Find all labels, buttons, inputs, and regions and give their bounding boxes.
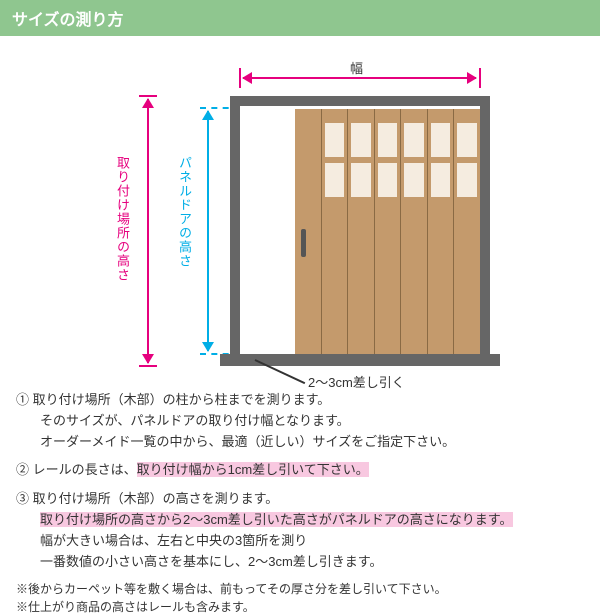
header-title: サイズの測り方 — [12, 12, 124, 29]
mount-height-label: 取り付け場所の高さ — [113, 156, 132, 282]
measurement-diagram: 幅 取り付け場所の高さ パネルドアの高さ 2～3cm差し引く — [0, 36, 600, 386]
width-arrow — [243, 77, 476, 79]
door-handle-icon — [301, 229, 306, 257]
step-text: 幅が大きい場合は、左右と中央の3箇所を測り — [16, 531, 584, 552]
door-slat — [295, 109, 321, 354]
panel-door — [295, 109, 480, 354]
width-tick-right — [479, 68, 481, 88]
step-2: ② レールの長さは、取り付け幅から1cm差し引いて下さい。 — [16, 460, 584, 481]
width-tick-left — [239, 68, 241, 88]
footnote: ※後からカーペット等を敷く場合は、前もってその厚さ分を差し引いて下さい。 — [16, 580, 584, 598]
step-text: ② レールの長さは、 — [16, 462, 137, 477]
panel-height-label: パネルドアの高さ — [175, 156, 194, 268]
footnotes: ※後からカーペット等を敷く場合は、前もってその厚さ分を差し引いて下さい。 ※仕上… — [0, 580, 600, 616]
step-highlight: 取り付け幅から1cm差し引いて下さい。 — [137, 462, 369, 477]
mount-height-arrow — [147, 99, 149, 363]
section-header: サイズの測り方 — [0, 0, 600, 36]
mh-tick-bot — [139, 365, 157, 367]
step-text: 一番数値の小さい高さを基本にし、2～3cm差し引きます。 — [16, 552, 584, 573]
step-highlight: 取り付け場所の高さから2～3cm差し引いた高さがパネルドアの高さになります。 — [40, 512, 513, 527]
door-slat — [453, 109, 480, 354]
step-text: ③ 取り付け場所（木部）の高さを測ります。 — [16, 489, 584, 510]
step-1: ① 取り付け場所（木部）の柱から柱までを測ります。 そのサイズが、パネルドアの取… — [16, 390, 584, 452]
door-slat — [374, 109, 401, 354]
width-label: 幅 — [350, 58, 363, 77]
mh-tick-top — [139, 95, 157, 97]
footnote: ※仕上がり商品の高さはレールも含みます。 — [16, 598, 584, 616]
instructions-block: ① 取り付け場所（木部）の柱から柱までを測ります。 そのサイズが、パネルドアの取… — [0, 386, 600, 572]
door-slat — [400, 109, 427, 354]
door-slat — [427, 109, 454, 354]
offset-label: 2～3cm差し引く — [308, 372, 405, 391]
door-slat — [347, 109, 374, 354]
step-text: そのサイズが、パネルドアの取り付け幅となります。 — [16, 411, 584, 432]
door-slat — [321, 109, 348, 354]
panel-height-arrow — [207, 111, 209, 351]
step-text: オーダーメイド一覧の中から、最適（近しい）サイズをご指定下さい。 — [16, 432, 584, 453]
step-text: ① 取り付け場所（木部）の柱から柱までを測ります。 — [16, 390, 584, 411]
step-3: ③ 取り付け場所（木部）の高さを測ります。 取り付け場所の高さから2～3cm差し… — [16, 489, 584, 572]
